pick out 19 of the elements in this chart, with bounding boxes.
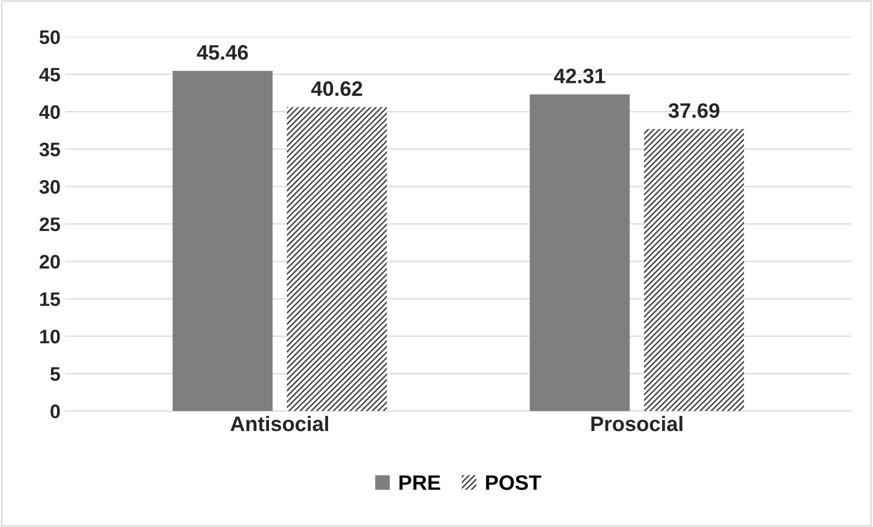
data-label: 37.69 — [668, 103, 720, 118]
y-tick-label: 0 — [50, 404, 60, 418]
y-tick-label: 10 — [40, 330, 60, 344]
legend-label: POST — [486, 475, 542, 490]
y-tick-label: 45 — [39, 68, 60, 82]
y-tick-label: 15 — [40, 292, 60, 306]
y-tick-label: 25 — [40, 217, 60, 232]
data-label: 45.46 — [196, 45, 248, 60]
y-tick-label: 20 — [40, 254, 60, 269]
y-tick-label: 35 — [39, 142, 60, 156]
x-tick-label: Prosocial — [591, 416, 682, 432]
x-tick-label: Antisocial — [230, 416, 328, 432]
data-label: 42.31 — [554, 68, 606, 84]
y-tick-label: 5 — [50, 367, 60, 381]
data-label: 40.62 — [311, 81, 362, 96]
y-tick-label: 50 — [40, 30, 60, 44]
legend-label: PRE — [400, 475, 440, 490]
y-tick-label: 30 — [39, 180, 60, 194]
y-tick-label: 40 — [39, 105, 60, 119]
